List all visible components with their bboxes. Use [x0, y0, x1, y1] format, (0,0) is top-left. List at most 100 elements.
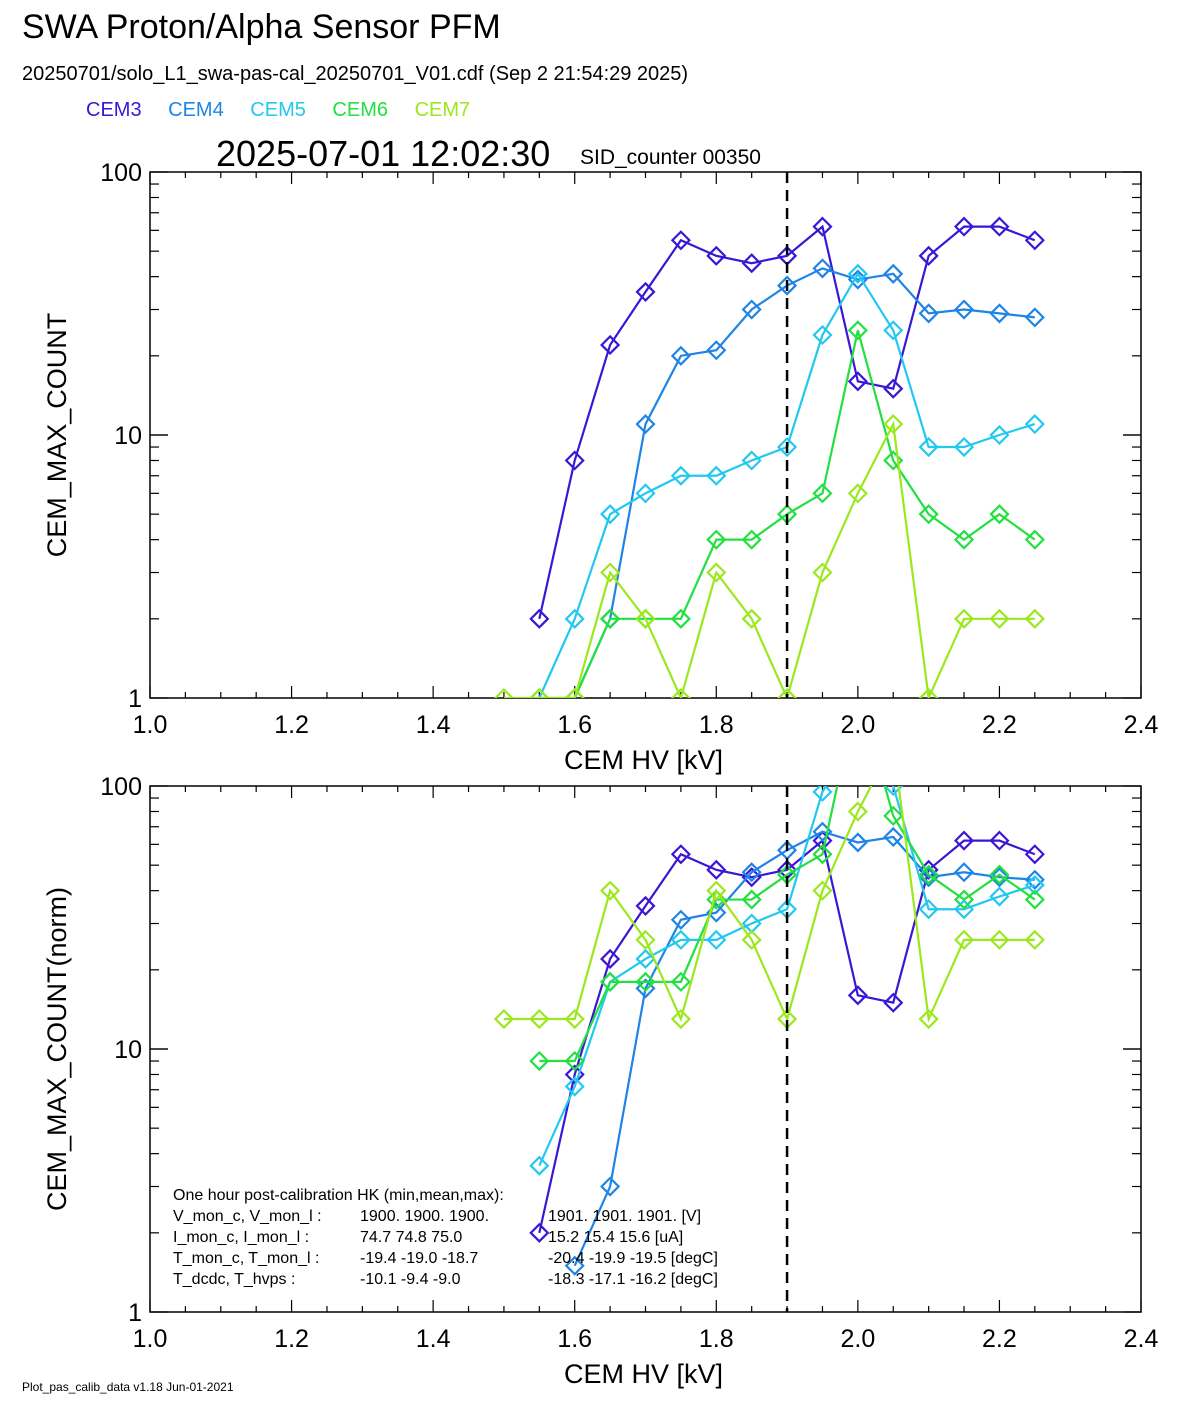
data-point-cem5 — [777, 436, 798, 458]
data-point-cem7 — [635, 608, 656, 629]
data-point-cem6 — [670, 608, 691, 629]
x-tick-label: 2.2 — [982, 711, 1017, 739]
data-point-cem4 — [812, 258, 833, 279]
x-tick-label: 2.0 — [840, 711, 875, 739]
data-point-cem7 — [1024, 608, 1045, 629]
series-line-cem4 — [573, 267, 1035, 698]
legend-item-cem3: CEM3 — [86, 99, 142, 121]
data-point-cem7 — [564, 687, 585, 698]
series-line-cem4 — [573, 830, 1035, 1267]
data-point-cem4 — [635, 414, 656, 435]
x-axis-label: CEM HV [kV] — [564, 745, 723, 775]
data-point-cem5 — [989, 424, 1010, 446]
data-point-cem4 — [741, 862, 762, 883]
data-point-cem7 — [564, 1008, 585, 1030]
data-point-cem3 — [706, 859, 727, 880]
data-point-cem5 — [953, 436, 975, 458]
data-point-cem6 — [600, 608, 621, 629]
data-point-cem6 — [953, 529, 975, 550]
hk-row-label: T_mon_c, T_mon_l : — [173, 1250, 319, 1267]
data-point-cem7 — [1024, 929, 1045, 950]
x-tick-label: 1.0 — [133, 1325, 168, 1353]
hk-row-values-a: -19.4 -19.0 -18.7 — [360, 1250, 478, 1267]
data-point-cem3 — [989, 216, 1010, 237]
data-point-cem4 — [989, 867, 1010, 888]
data-point-cem4 — [670, 909, 691, 930]
data-point-cem4 — [1024, 307, 1045, 328]
data-point-cem3 — [564, 450, 585, 471]
data-point-cem5 — [741, 450, 762, 471]
data-point-cem6 — [600, 971, 621, 992]
data-point-cem6 — [670, 971, 691, 992]
legend-item-cem5: CEM5 — [250, 99, 306, 121]
data-point-cem3 — [670, 844, 691, 865]
data-point-cem7 — [777, 687, 798, 698]
data-point-cem7 — [812, 562, 833, 583]
data-point-cem6 — [1024, 529, 1045, 550]
x-tick-label: 1.8 — [699, 1325, 734, 1353]
legend-item-cem6: CEM6 — [332, 99, 388, 121]
data-point-cem6 — [812, 844, 833, 865]
y-tick-label: 100 — [100, 773, 142, 801]
data-point-cem3 — [918, 245, 939, 266]
data-point-cem6 — [741, 889, 762, 910]
data-point-cem4 — [706, 340, 727, 361]
data-point-cem5 — [883, 786, 904, 797]
x-tick-label: 1.4 — [416, 1325, 451, 1353]
data-point-cem7 — [989, 929, 1010, 950]
data-point-cem3 — [847, 371, 868, 392]
data-point-cem6 — [812, 483, 833, 504]
data-point-cem7 — [529, 687, 550, 698]
data-point-cem7 — [670, 1008, 691, 1030]
data-point-cem3 — [600, 948, 621, 969]
series-group — [493, 786, 1045, 1276]
data-point-cem7 — [635, 929, 656, 950]
data-point-cem7 — [600, 880, 621, 901]
data-point-cem5 — [670, 929, 691, 950]
data-point-cem7 — [918, 687, 939, 698]
data-point-cem6 — [918, 864, 939, 885]
data-point-cem3 — [1024, 844, 1045, 865]
data-point-cem4 — [741, 299, 762, 320]
x-tick-label: 1.6 — [557, 711, 592, 739]
data-point-cem3 — [953, 216, 975, 237]
data-point-cem5 — [706, 465, 727, 486]
data-point-cem6 — [564, 1050, 585, 1072]
data-point-cem5 — [670, 465, 691, 486]
data-point-cem6 — [1024, 889, 1045, 910]
data-point-cem3 — [670, 230, 691, 251]
data-point-cem5 — [1024, 414, 1045, 435]
data-point-cem3 — [989, 830, 1010, 851]
data-point-cem7 — [493, 1008, 514, 1030]
data-point-cem6 — [883, 805, 904, 826]
legend: CEM3 CEM4 CEM5 CEM6 CEM7 — [86, 99, 491, 122]
data-point-cem7 — [953, 929, 975, 950]
x-tick-label: 2.2 — [982, 1325, 1017, 1353]
data-point-cem3 — [847, 985, 868, 1006]
footer-version: Plot_pas_calib_data v1.18 Jun-01-2021 — [22, 1380, 234, 1394]
data-point-cem6 — [635, 971, 656, 992]
data-point-cem7 — [706, 880, 727, 901]
hk-row-label: V_mon_c, V_mon_l : — [173, 1208, 322, 1225]
data-point-cem5 — [883, 320, 904, 341]
data-point-cem5 — [918, 436, 939, 458]
data-point-cem3 — [741, 253, 762, 274]
data-point-cem7 — [883, 414, 904, 435]
data-point-cem5 — [706, 929, 727, 950]
data-point-cem6 — [953, 889, 975, 910]
series-line-cem7 — [503, 420, 1035, 698]
x-tick-label: 1.4 — [416, 711, 451, 739]
hk-row-values-b: -18.3 -17.1 -16.2 [degC] — [548, 1271, 718, 1288]
data-point-cem3 — [706, 245, 727, 266]
data-point-cem4 — [777, 275, 798, 296]
data-point-cem6 — [529, 1050, 550, 1072]
data-point-cem6 — [706, 529, 727, 550]
data-point-cem5 — [847, 263, 868, 284]
data-point-cem7 — [706, 562, 727, 583]
data-point-cem7 — [989, 608, 1010, 629]
data-point-cem7 — [741, 929, 762, 950]
data-point-cem3 — [953, 830, 975, 851]
y-axis-label: CEM_MAX_COUNT(norm) — [42, 887, 72, 1211]
data-point-cem5 — [989, 886, 1010, 907]
